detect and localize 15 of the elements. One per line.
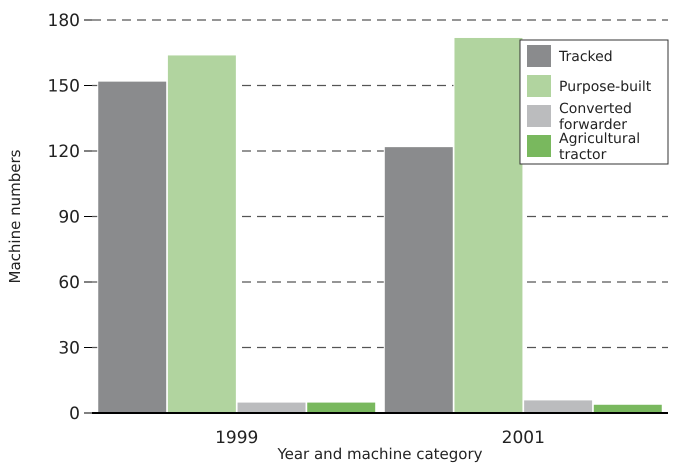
legend-label: Tracked (558, 49, 613, 65)
y-tick-label: 120 (48, 142, 80, 162)
y-tick-label: 0 (69, 404, 80, 424)
legend-label: Purpose-built (559, 79, 652, 95)
legend-label: Agricultural tractor (559, 131, 640, 163)
legend-label: Converted forwarder (559, 101, 632, 133)
x-tick-label: 2001 (502, 428, 545, 448)
y-tick-label: 30 (58, 338, 80, 358)
y-tick-label: 90 (58, 207, 80, 228)
y-axis-title: Machine numbers (6, 149, 24, 284)
x-tick-label: 1999 (215, 428, 258, 448)
y-tick-label: 150 (48, 76, 80, 96)
y-tick-label: 180 (48, 10, 80, 31)
x-axis-title: Year and machine category (276, 445, 483, 463)
y-tick-label: 60 (58, 272, 80, 293)
